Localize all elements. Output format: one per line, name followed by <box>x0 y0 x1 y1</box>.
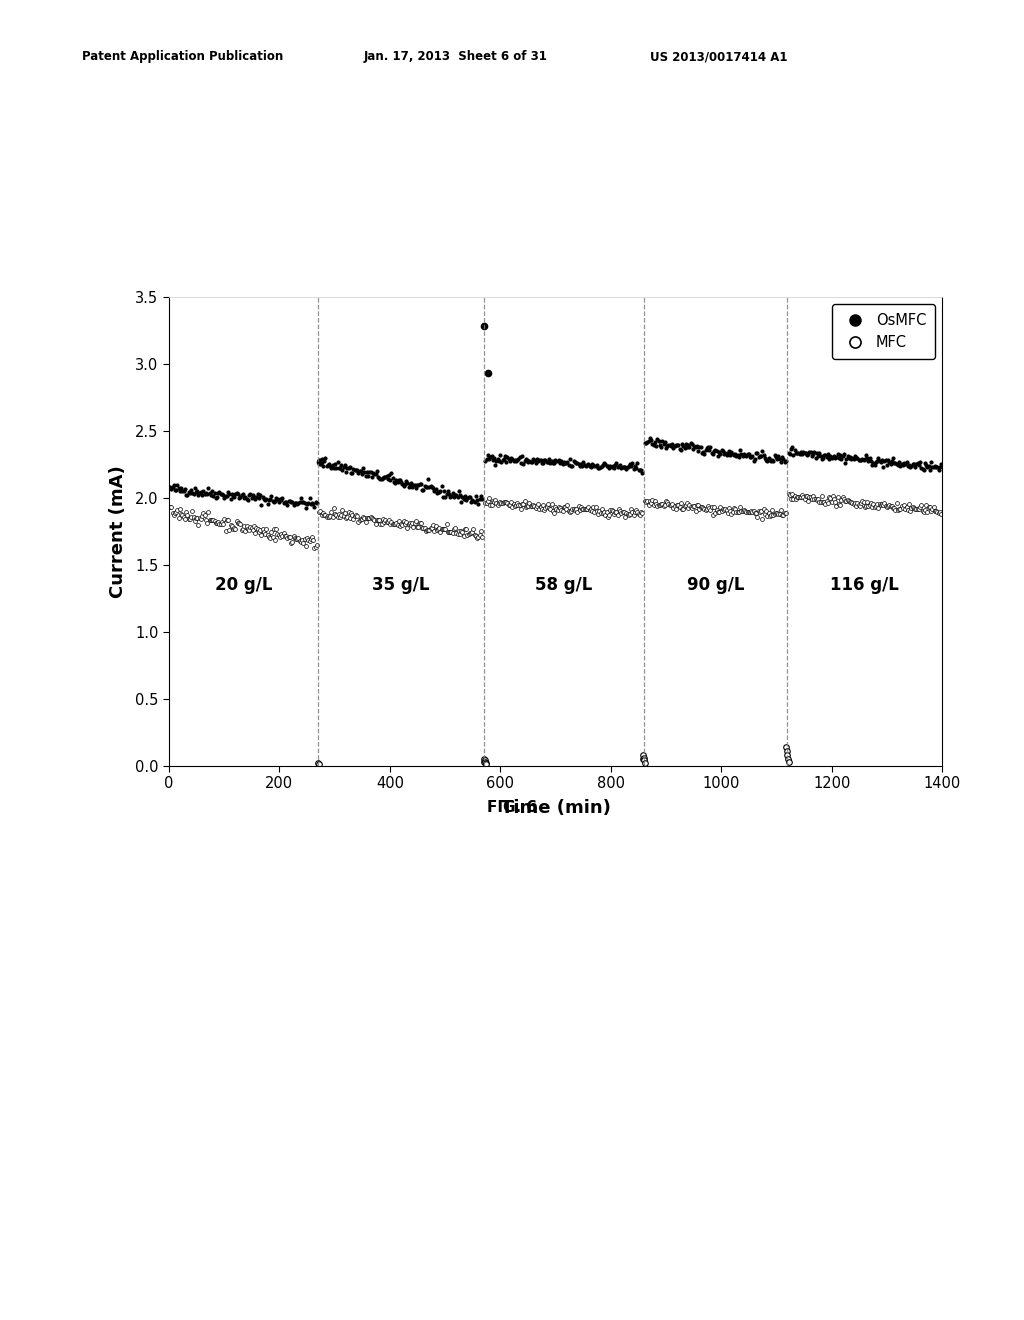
Text: Jan. 17, 2013  Sheet 6 of 31: Jan. 17, 2013 Sheet 6 of 31 <box>364 50 548 63</box>
X-axis label: Time (min): Time (min) <box>501 800 610 817</box>
Text: 20 g/L: 20 g/L <box>215 576 272 594</box>
Text: Patent Application Publication: Patent Application Publication <box>82 50 284 63</box>
Legend: OsMFC, MFC: OsMFC, MFC <box>831 305 935 359</box>
Text: 90 g/L: 90 g/L <box>687 576 744 594</box>
Text: 35 g/L: 35 g/L <box>372 576 430 594</box>
Y-axis label: Current (mA): Current (mA) <box>109 465 127 598</box>
Text: FIG. 6: FIG. 6 <box>487 800 537 814</box>
Text: 58 g/L: 58 g/L <box>536 576 593 594</box>
Text: 116 g/L: 116 g/L <box>830 576 899 594</box>
Text: US 2013/0017414 A1: US 2013/0017414 A1 <box>650 50 787 63</box>
